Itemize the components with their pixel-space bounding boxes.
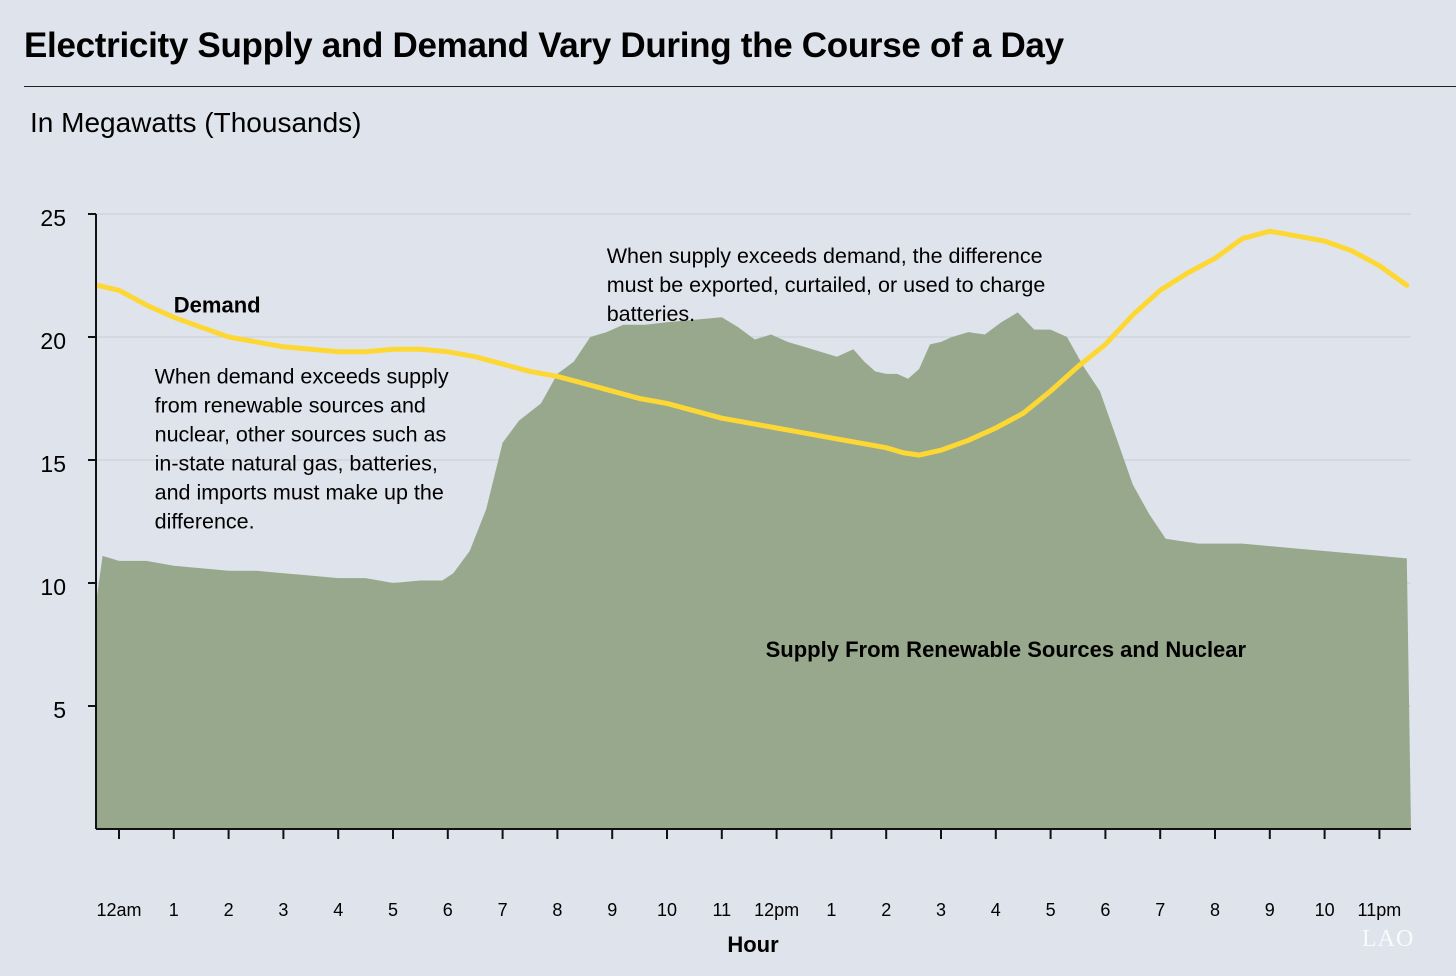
demand-line-layer — [94, 228, 1410, 458]
y-tick-label-5: 5 — [53, 697, 66, 723]
title-divider — [24, 86, 1456, 87]
deficit-note: When demand exceeds supply from renewable… — [155, 365, 449, 534]
x-tick-label-4: 4 — [333, 900, 343, 920]
x-tick-label-0: 12am — [96, 900, 141, 920]
x-tick-label-12: 12pm — [754, 900, 799, 920]
demand-line — [94, 228, 1410, 458]
chart-labels: 5 10 15 20 25 12am 1 2 3 4 5 6 7 8 9 10 11 12pm 1 2 3 4 5 6 7 8 9 1… — [40, 205, 1401, 957]
x-tick-label-15: 3 — [936, 900, 946, 920]
surplus-note-line-1: When supply exceeds demand, the differen… — [607, 244, 1043, 268]
surplus-note: When supply exceeds demand, the differen… — [607, 244, 1046, 326]
chart-title: Electricity Supply and Demand Vary Durin… — [24, 26, 1064, 65]
deficit-note-line-1: When demand exceeds supply — [155, 365, 449, 389]
x-tick-label-7: 7 — [498, 900, 508, 920]
x-tick-label-8: 8 — [552, 900, 562, 920]
supply-area — [96, 312, 1411, 829]
x-tick-label-22: 10 — [1315, 900, 1335, 920]
surplus-note-line-3: batteries. — [607, 302, 695, 326]
axes — [88, 213, 1411, 839]
x-tick-label-6: 6 — [443, 900, 453, 920]
x-tick-label-10: 10 — [657, 900, 677, 920]
lao-logo: LAO — [1362, 926, 1415, 952]
y-tick-label-25: 25 — [40, 205, 66, 231]
x-tick-label-19: 7 — [1155, 900, 1165, 920]
deficit-note-line-3: nuclear, other sources such as — [155, 423, 447, 447]
deficit-note-line-4: in-state natural gas, batteries, — [155, 452, 438, 476]
deficit-note-line-6: difference. — [155, 510, 255, 534]
deficit-note-line-2: from renewable sources and — [155, 394, 426, 418]
x-tick-label-1: 1 — [169, 900, 179, 920]
x-axis-title: Hour — [727, 932, 779, 957]
y-tick-label-20: 20 — [40, 328, 66, 354]
demand-label: Demand — [174, 292, 261, 317]
supply-label: Supply From Renewable Sources and Nuclea… — [766, 637, 1247, 662]
x-tick-label-17: 5 — [1046, 900, 1056, 920]
x-tick-label-23: 11pm — [1358, 900, 1402, 920]
x-tick-label-13: 1 — [826, 900, 836, 920]
x-tick-label-9: 9 — [607, 900, 617, 920]
chart-subtitle: In Megawatts (Thousands) — [30, 107, 362, 138]
x-tick-label-21: 9 — [1265, 900, 1275, 920]
deficit-note-line-5: and imports must make up the — [155, 481, 444, 505]
x-tick-label-20: 8 — [1210, 900, 1220, 920]
x-tick-label-3: 3 — [278, 900, 288, 920]
supply-area-layer — [96, 312, 1411, 829]
x-tick-label-11: 11 — [712, 900, 731, 920]
surplus-note-line-2: must be exported, curtailed, or used to … — [607, 273, 1046, 297]
x-tick-label-2: 2 — [224, 900, 234, 920]
x-tick-label-5: 5 — [388, 900, 398, 920]
x-tick-label-14: 2 — [881, 900, 891, 920]
y-tick-label-10: 10 — [40, 574, 66, 600]
x-tick-label-18: 6 — [1100, 900, 1110, 920]
y-tick-label-15: 15 — [40, 451, 66, 477]
x-tick-label-16: 4 — [991, 900, 1001, 920]
